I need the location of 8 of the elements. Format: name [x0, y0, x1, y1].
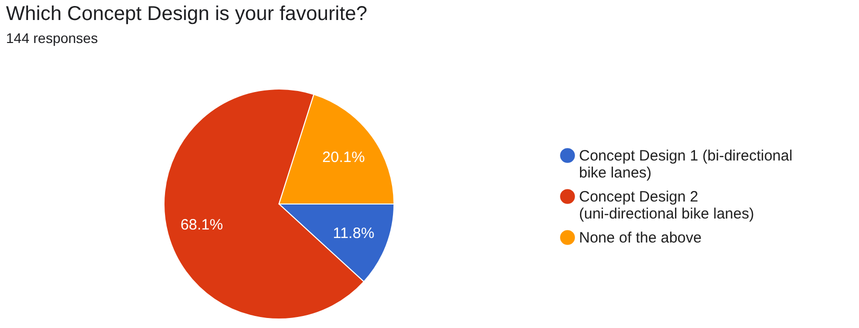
data-label: 11.8% [332, 224, 374, 242]
chart-title: Which Concept Design is your favourite? [6, 3, 368, 25]
data-label: 20.1% [322, 148, 365, 166]
legend-label: None of the above [579, 230, 702, 246]
legend-label: Concept Design 1 (bi-directional bike lanes) [579, 148, 792, 182]
legend-label: Concept Design 2 (uni-directional bike lanes) [579, 188, 754, 222]
data-label: 68.1% [180, 216, 223, 234]
text: 144 responses [6, 30, 98, 46]
